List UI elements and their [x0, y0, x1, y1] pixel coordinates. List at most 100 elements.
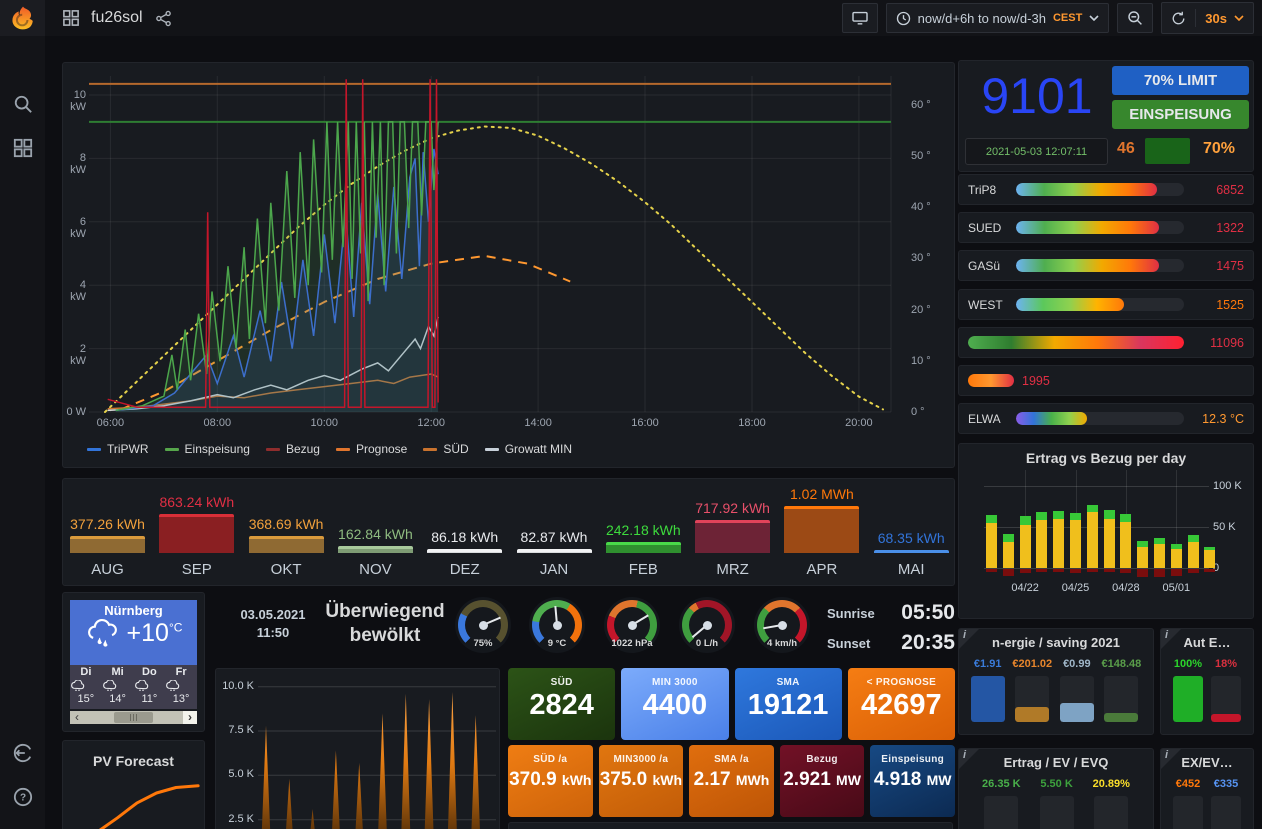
einspeisung-badge[interactable]: EINSPEISUNG — [1112, 100, 1249, 129]
legend-item-TriPWR[interactable]: TriPWR — [87, 442, 149, 456]
share-icon[interactable] — [155, 10, 172, 27]
info-icon[interactable]: i — [1165, 749, 1169, 761]
day-temp: 14° — [109, 693, 126, 705]
mini-bar-value: €335 — [1213, 778, 1239, 790]
monitor-icon — [851, 11, 868, 25]
forecast-day-Mi: Mi 14° — [102, 665, 134, 709]
mini-bar-fill — [1211, 713, 1241, 722]
legend-color-swatch — [265, 447, 280, 451]
forecast-day-Do: Do 11° — [134, 665, 166, 709]
time-range-text: now/d+6h to now/d-3h — [917, 10, 1046, 26]
dashboard-title[interactable]: fu26sol — [91, 9, 143, 26]
legend-item-SÜD[interactable]: SÜD — [423, 442, 469, 456]
day-name: Fr — [175, 666, 187, 678]
monthly-bar — [70, 535, 145, 553]
panel-title: Ertrag / EV / EVQ — [1003, 755, 1109, 770]
search-icon[interactable] — [0, 82, 45, 126]
weather-time: 11:50 — [256, 625, 290, 640]
day-name: Do — [142, 666, 157, 678]
x-axis-label: 10:00 — [310, 417, 339, 429]
panel-power-status: 9101 70% LIMIT EINSPEISUNG 2021-05-03 12… — [958, 60, 1254, 172]
mini-bar-fill — [970, 676, 1005, 722]
grafana-logo[interactable] — [0, 0, 45, 36]
rain-cloud-icon — [85, 618, 121, 648]
info-icon[interactable]: i — [1165, 629, 1169, 641]
timeseries-plot[interactable] — [63, 63, 954, 439]
scrollbar-thumb[interactable] — [113, 712, 154, 723]
legend-label: Einspeisung — [184, 442, 250, 456]
help-icon[interactable]: ? — [0, 775, 45, 819]
refresh-control[interactable]: 30s — [1161, 2, 1254, 34]
bar-einspeisung — [1002, 534, 1014, 542]
gauge-bar-track — [1016, 259, 1184, 272]
y-tick-label: 5.0 K — [228, 768, 254, 781]
stat-tiles-row-1: SÜD 2824 MIN 3000 4400 SMA 19121 < PROGNOSE 426… — [508, 668, 955, 740]
info-icon[interactable]: i — [963, 629, 967, 641]
pv-spike — [332, 750, 340, 829]
bar-bezug — [1002, 569, 1014, 576]
bar-ertrag — [1137, 546, 1149, 568]
zoom-out-button[interactable] — [1117, 3, 1154, 33]
legend-item-Einspeisung[interactable]: Einspeisung — [164, 442, 250, 456]
panel-gauge-TriP8: TriP8 6852 — [958, 174, 1254, 205]
stat-tile-SÜD: SÜD 2824 — [508, 668, 616, 740]
legend-label: Prognose — [355, 442, 408, 456]
gauge-value: 1525 — [1216, 297, 1244, 312]
stat-tile-value: 2.17 MWh — [689, 769, 774, 791]
panel-n-ergie-saving-2021: i n-ergie / saving 2021 €1.91 €201.02 €0.99 €… — [958, 628, 1154, 735]
value-number: 2.921 — [783, 769, 837, 790]
monthly-label: MRZ — [716, 561, 749, 578]
y-axis-right-label: 30 ° — [911, 252, 931, 265]
bar-ertrag — [1070, 520, 1081, 568]
legend-item-Prognose[interactable]: Prognose — [335, 442, 408, 456]
conditions-row: 03.05.2021 11:50 Überwiegend bewölkt Sun… — [215, 592, 955, 663]
dashboards-icon[interactable] — [0, 126, 45, 170]
legend-item-Growatt MIN[interactable]: Growatt MIN — [484, 442, 572, 456]
stat-tile-SÜD /a: SÜD /a 370.9 kWh — [508, 745, 593, 817]
refresh-icon[interactable] — [1171, 11, 1186, 26]
scrollbar-track[interactable] — [84, 711, 183, 724]
gauge-value: 1322 — [1216, 220, 1244, 235]
monthly-bar — [605, 541, 681, 553]
sign-in-icon[interactable] — [0, 731, 45, 775]
legend-color-swatch — [164, 447, 179, 451]
bar-bezug — [1036, 569, 1048, 573]
monthly-label: JAN — [539, 561, 569, 578]
x-axis-label: 16:00 — [631, 417, 659, 429]
gauge-label: GASü — [968, 258, 1001, 273]
mini-bar-value: 26.35 K — [982, 778, 1021, 790]
panel-weather: Nürnberg +10°C Di 15° Mi 14° Do 11° Fr 13° ‹ › — [62, 592, 205, 732]
scroll-right-arrow[interactable]: › — [183, 711, 197, 724]
spike-chart[interactable] — [216, 669, 499, 829]
bar-bezug — [1154, 569, 1165, 578]
dashboard-grid-icon[interactable] — [63, 10, 79, 26]
stat-tile-label: SMA /a — [714, 754, 749, 765]
monthly-stat-NOV: 162.84 kWh NOV — [331, 479, 420, 587]
stat-tile-label: MIN3000 /a — [613, 754, 669, 765]
scroll-left-arrow[interactable]: ‹ — [70, 711, 84, 724]
bar-einspeisung — [1019, 515, 1031, 526]
refresh-interval[interactable]: 30s — [1205, 10, 1227, 26]
time-range-picker[interactable]: now/d+6h to now/d-3h CEST — [885, 3, 1110, 33]
gauge-0-L-h: 0 L/h — [679, 597, 735, 653]
mini-bar-track — [1059, 676, 1094, 722]
y-axis-label: 10 kW — [70, 89, 86, 113]
tv-mode-button[interactable] — [841, 3, 878, 33]
legend-item-Bezug[interactable]: Bezug — [265, 442, 320, 456]
legend-color-swatch — [484, 447, 499, 451]
y-axis-label: 4 kW — [70, 279, 86, 304]
gauge-value-label: 0 L/h — [695, 638, 719, 649]
gauge-value: 12.3 °C — [1202, 411, 1244, 426]
x-axis-label: 06:00 — [96, 417, 125, 429]
mini-bar-track — [1104, 676, 1139, 722]
info-icon[interactable]: i — [963, 749, 967, 761]
aux-value-left: 46 — [1117, 140, 1135, 157]
gauge-1022-hPa: 1022 hPa — [604, 597, 660, 653]
stat-tile-label: SMA — [776, 677, 800, 688]
limit-badge[interactable]: 70% LIMIT — [1112, 66, 1249, 95]
monthly-label: DEZ — [449, 561, 480, 578]
mini-bar-item: €452 — [1173, 778, 1203, 829]
grid-line — [984, 486, 1209, 487]
monthly-label: MAI — [897, 561, 925, 578]
mini-bar-fill — [1173, 676, 1203, 722]
